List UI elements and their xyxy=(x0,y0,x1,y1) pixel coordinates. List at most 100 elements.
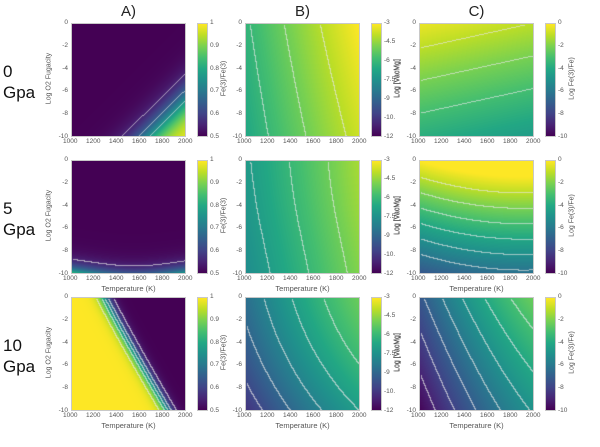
x-tick-label: 1000 xyxy=(237,138,252,145)
x-tick-label: 2000 xyxy=(178,412,193,419)
colorbar-tick-label: 1 xyxy=(210,293,214,300)
x-tick-label: 1200 xyxy=(260,138,275,145)
y-tick-label: 0 xyxy=(238,156,242,163)
colorbar-tick-label: -4.5 xyxy=(384,312,396,319)
x-tick-label: 1800 xyxy=(503,275,518,282)
x-tick-label: 1200 xyxy=(86,275,101,282)
colorbar-label: Fe(3)/Fe(3) xyxy=(220,334,228,371)
colorbar-tick-label: -6 xyxy=(558,87,564,95)
x-tick-label: 1400 xyxy=(109,138,124,145)
y-tick-label: -4 xyxy=(62,201,68,209)
colorbar-tick-label: -4 xyxy=(558,201,564,209)
x-tick-label: 1600 xyxy=(480,138,495,145)
x-tick-label: 1000 xyxy=(237,275,252,282)
y-tick-label: -6 xyxy=(410,87,416,95)
colorbar-tick-label: 0 xyxy=(558,19,562,26)
x-tick-label: 2000 xyxy=(352,275,367,282)
x-tick-label: 1600 xyxy=(480,412,495,419)
y-tick-label: -10 xyxy=(232,270,242,277)
pressure-value: 5 xyxy=(3,199,13,218)
y-tick-label: -6 xyxy=(410,361,416,369)
x-axis-label: Temperature (K) xyxy=(101,421,156,430)
y-tick-label: -8 xyxy=(62,384,68,392)
x-tick-label: 1600 xyxy=(306,138,321,145)
column-title-a: A) xyxy=(121,3,136,20)
x-tick-label: 1200 xyxy=(86,412,101,419)
x-tick-label: 1000 xyxy=(411,275,426,282)
row-label-5-gpa: 5 Gpa xyxy=(3,198,35,240)
colorbar-tick-label: 0.7 xyxy=(210,361,220,369)
colorbar-tick-label: -7.5 xyxy=(384,350,396,357)
y-tick-label: -2 xyxy=(62,315,68,323)
y-tick-label: 0 xyxy=(64,293,68,300)
colorbar-tick-label: 0.6 xyxy=(210,110,220,118)
y-tick-label: -8 xyxy=(410,247,416,255)
x-tick-label: 1200 xyxy=(260,412,275,419)
y-tick-label: -4 xyxy=(236,338,242,346)
y-tick-label: -2 xyxy=(236,41,242,49)
y-tick-label: 0 xyxy=(238,19,242,26)
heatmap-canvas xyxy=(246,161,359,273)
y-tick-label: -4 xyxy=(410,64,416,72)
colorbar-label: Log Fe(3)/Fe) xyxy=(568,331,576,374)
colorbar-tick-label: -10. xyxy=(384,388,396,395)
heatmap-canvas xyxy=(420,161,533,273)
pressure-value: 10 xyxy=(3,336,22,355)
colorbar-tick-label: -12 xyxy=(384,270,394,277)
y-tick-label: -10 xyxy=(232,133,242,140)
colorbar-tick-label: 0.5 xyxy=(210,133,220,140)
x-tick-label: 1200 xyxy=(86,138,101,145)
x-tick-label: 1600 xyxy=(132,275,147,282)
y-tick-label: -6 xyxy=(236,361,242,369)
colorbar-tick-label: -6 xyxy=(384,331,390,338)
heatmap-panel-a-10 xyxy=(71,297,186,411)
x-tick-label: 1600 xyxy=(306,412,321,419)
column-title-b: B) xyxy=(295,3,310,20)
y-tick-label: -10 xyxy=(406,270,416,277)
colorbar-tick-label: 0.9 xyxy=(210,41,220,49)
x-tick-label: 1600 xyxy=(480,275,495,282)
pressure-unit: Gpa xyxy=(3,357,36,376)
heatmap-canvas xyxy=(420,24,533,136)
y-tick-label: 0 xyxy=(412,293,416,300)
colorbar-label: Fe(3)/Fe(3) xyxy=(220,197,228,234)
colorbar-tick-label: -4 xyxy=(558,338,564,346)
colorbar xyxy=(197,23,208,137)
y-axis-label: Log O2 Fugacity xyxy=(45,52,53,105)
x-tick-label: 2000 xyxy=(526,275,541,282)
colorbar-tick-label: 0.8 xyxy=(210,64,220,72)
colorbar-tick-label: 0 xyxy=(558,293,562,300)
y-tick-label: -2 xyxy=(62,178,68,186)
x-tick-label: 1800 xyxy=(329,138,344,145)
x-tick-label: 1800 xyxy=(155,138,170,145)
colorbar-tick-label: 1 xyxy=(210,19,214,26)
heatmap-canvas xyxy=(246,24,359,136)
y-tick-label: -10 xyxy=(406,133,416,140)
y-tick-label: -6 xyxy=(236,224,242,232)
heatmap-panel-a-0 xyxy=(71,23,186,137)
colorbar xyxy=(545,297,556,411)
x-tick-label: 2000 xyxy=(526,138,541,145)
colorbar-tick-label: 0.6 xyxy=(210,384,220,392)
y-tick-label: -6 xyxy=(62,87,68,95)
colorbar-tick-label: 0 xyxy=(558,156,562,163)
y-tick-label: -2 xyxy=(410,315,416,323)
x-tick-label: 2000 xyxy=(352,412,367,419)
x-tick-label: 1800 xyxy=(503,138,518,145)
y-tick-label: -2 xyxy=(62,41,68,49)
colorbar-tick-label: -3 xyxy=(384,19,390,26)
y-tick-label: -8 xyxy=(410,384,416,392)
colorbar-tick-label: -3 xyxy=(384,156,390,163)
y-tick-label: 0 xyxy=(412,19,416,26)
y-tick-label: -8 xyxy=(62,110,68,118)
y-axis-label: Log [VacMg] xyxy=(393,196,401,235)
heatmap-canvas xyxy=(72,298,185,410)
heatmap-panel-c-10 xyxy=(419,297,534,411)
x-tick-label: 1400 xyxy=(109,412,124,419)
colorbar xyxy=(197,297,208,411)
colorbar-tick-label: -12 xyxy=(384,133,394,140)
x-tick-label: 1000 xyxy=(411,412,426,419)
colorbar-tick-label: -7.5 xyxy=(384,76,396,83)
x-axis-label: Temperature (K) xyxy=(275,421,330,430)
x-tick-label: 1800 xyxy=(329,275,344,282)
